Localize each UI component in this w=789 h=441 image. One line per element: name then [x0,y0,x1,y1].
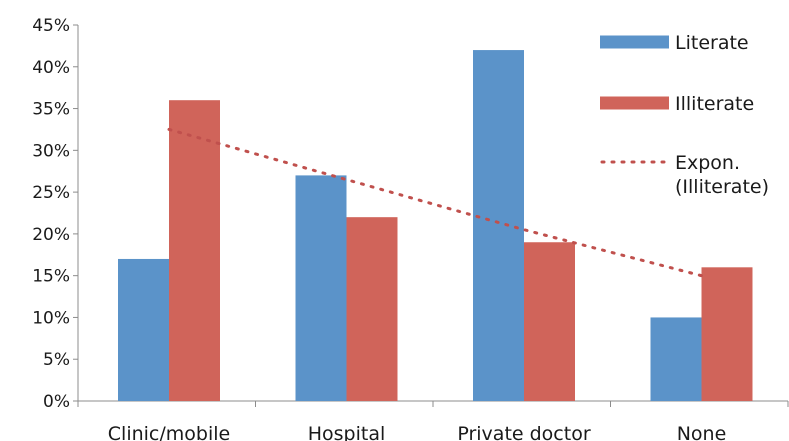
legend: Literate Illiterate Expon.(Illiterate) [600,32,769,198]
bar-illiterate-1 [346,217,398,401]
x-category-label: None [677,423,727,441]
x-category-label: Clinic/mobile [108,423,230,441]
y-tick-label: 45% [32,16,70,36]
y-tick-label: 25% [32,183,70,203]
bar-illiterate-2 [524,242,575,401]
y-tick-label: 0% [43,392,70,412]
y-tick-label: 15% [32,267,70,287]
trendline [167,127,703,278]
y-tick-label: 20% [32,225,70,245]
bar-illiterate-0 [169,100,220,401]
trendline-path [167,127,703,278]
x-category-label: Hospital [308,423,386,441]
bar-literate-3 [650,317,702,401]
bar-literate-0 [118,258,169,401]
legend-illiterate-swatch [600,96,669,110]
x-category-label: Private doctor [457,423,590,441]
legend-literate-swatch [600,35,669,49]
y-tick-label: 30% [32,141,70,161]
legend-illiterate-label: Illiterate [675,93,754,115]
bar-literate-2 [473,50,524,402]
legend-trend-label-line: Expon. [675,152,740,174]
bars [118,50,753,402]
y-tick-label: 5% [43,350,70,370]
legend-literate-label: Literate [675,32,749,54]
y-tick-label: 10% [32,308,70,328]
bar-illiterate-3 [701,267,753,401]
y-tick-label: 40% [32,58,70,78]
y-axis: 0% 5% 10% 15% 20% 25% 30% 35% 40% 45% [32,16,79,412]
bar-literate-1 [295,175,347,401]
y-tick-label: 35% [32,100,70,120]
x-axis: Clinic/mobile Hospital Private doctor None [77,400,789,441]
legend-trend-label-line: (Illiterate) [675,176,769,198]
